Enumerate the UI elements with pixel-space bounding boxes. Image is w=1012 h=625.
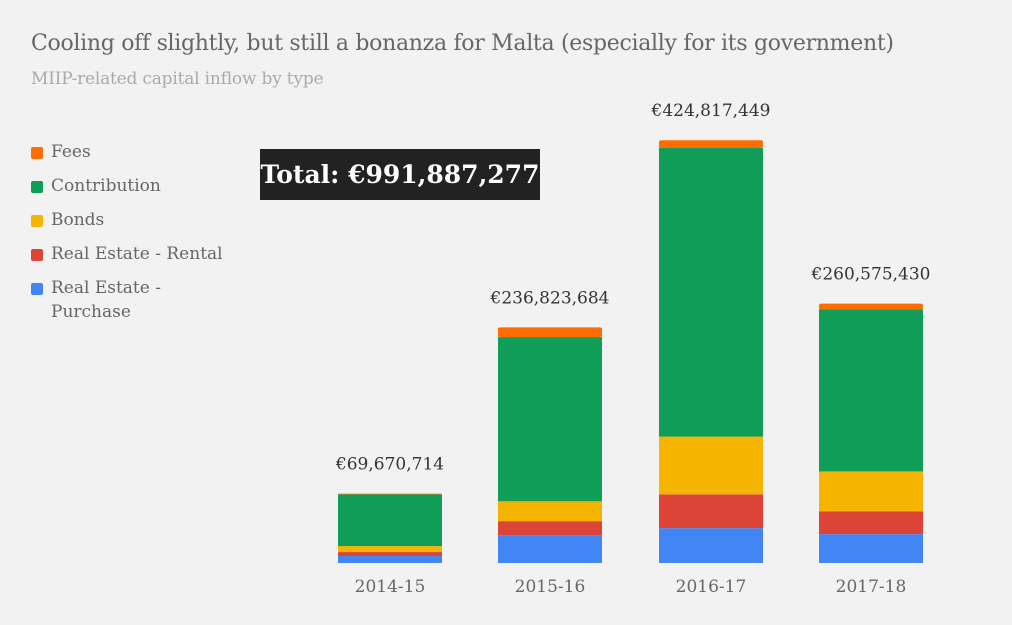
legend-swatch bbox=[31, 147, 43, 159]
total-annotation: Total: €991,887,277 bbox=[260, 149, 540, 200]
bar-segment-real-estate-rental-2017-18[interactable] bbox=[819, 511, 923, 535]
legend-label: Bonds bbox=[51, 210, 105, 230]
bar-segment-fees-2016-17[interactable] bbox=[659, 140, 763, 148]
x-tick-label-2017-18: 2017-18 bbox=[836, 577, 907, 597]
legend-label: Real Estate - Purchase bbox=[51, 278, 161, 322]
legend-swatch bbox=[31, 215, 43, 227]
bar-segment-bonds-2014-15[interactable] bbox=[338, 546, 442, 553]
x-tick-label-2015-16: 2015-16 bbox=[515, 577, 586, 597]
bar-segment-contribution-2016-17[interactable] bbox=[659, 147, 763, 437]
bar-segment-real-estate-purchase-2014-15[interactable] bbox=[338, 556, 442, 563]
legend-swatch bbox=[31, 283, 43, 295]
bar-segment-real-estate-purchase-2015-16[interactable] bbox=[498, 535, 602, 563]
data-label-total-2014-15: €69,670,714 bbox=[335, 455, 444, 475]
chart-title: Cooling off slightly, but still a bonanz… bbox=[31, 31, 894, 56]
legend-label: Fees bbox=[51, 142, 91, 162]
bar-segment-fees-2014-15[interactable] bbox=[338, 493, 442, 495]
data-label-total-2017-18: €260,575,430 bbox=[811, 265, 931, 285]
bar-segment-bonds-2016-17[interactable] bbox=[659, 436, 763, 495]
bar-segment-real-estate-purchase-2017-18[interactable] bbox=[819, 534, 923, 563]
bar-group-2016-17: €424,817,449 2016-17 bbox=[651, 101, 771, 597]
bar-group-2017-18: €260,575,430 2017-18 bbox=[811, 265, 931, 597]
legend-swatch bbox=[31, 181, 43, 193]
x-tick-label-2016-17: 2016-17 bbox=[676, 577, 747, 597]
bar-segment-bonds-2015-16[interactable] bbox=[498, 501, 602, 522]
legend-label: Contribution bbox=[51, 176, 161, 196]
bar-segment-contribution-2014-15[interactable] bbox=[338, 494, 442, 547]
bar-segment-contribution-2015-16[interactable] bbox=[498, 337, 602, 502]
data-label-total-2015-16: €236,823,684 bbox=[490, 288, 610, 308]
bar-segment-real-estate-purchase-2016-17[interactable] bbox=[659, 528, 763, 563]
bar-segment-fees-2017-18[interactable] bbox=[819, 303, 923, 310]
data-label-total-2016-17: €424,817,449 bbox=[651, 101, 771, 121]
bar-segment-real-estate-rental-2015-16[interactable] bbox=[498, 521, 602, 536]
bar-segment-bonds-2017-18[interactable] bbox=[819, 471, 923, 512]
chart-subtitle: MIIP-related capital inflow by type bbox=[31, 69, 324, 89]
bar-segment-real-estate-rental-2016-17[interactable] bbox=[659, 494, 763, 529]
bar-group-2014-15: €69,670,714 2014-15 bbox=[335, 455, 444, 597]
bar-segment-real-estate-rental-2014-15[interactable] bbox=[338, 552, 442, 557]
legend-swatch bbox=[31, 249, 43, 261]
legend-label: Real Estate - Rental bbox=[51, 244, 223, 264]
x-tick-label-2014-15: 2014-15 bbox=[355, 577, 426, 597]
bar-group-2015-16: €236,823,684 2015-16 bbox=[490, 288, 610, 597]
bar-segment-fees-2015-16[interactable] bbox=[498, 327, 602, 338]
bar-segment-contribution-2017-18[interactable] bbox=[819, 309, 923, 472]
